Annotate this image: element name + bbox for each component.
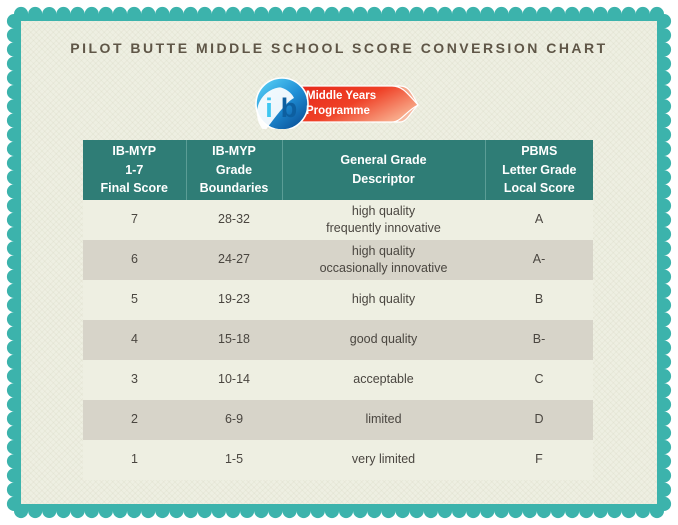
svg-text:i: i [265, 93, 273, 123]
svg-text:b: b [281, 93, 298, 123]
svg-text:Middle Years: Middle Years [306, 90, 376, 102]
svg-text:Programme: Programme [306, 105, 370, 117]
